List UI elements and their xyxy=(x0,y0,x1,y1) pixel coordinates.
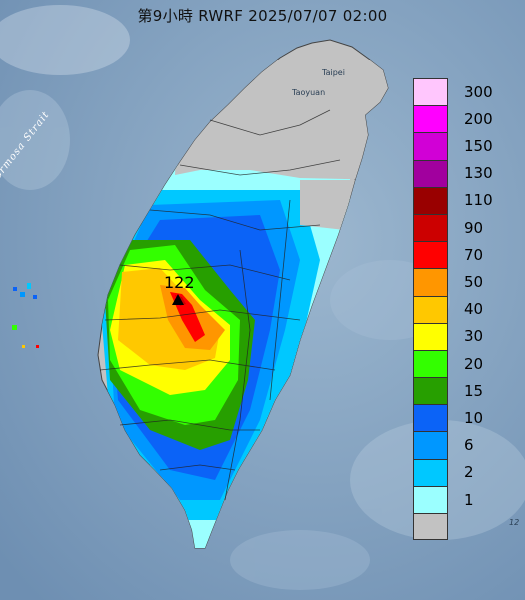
legend-label: 20 xyxy=(464,354,484,373)
legend-label: 130 xyxy=(464,164,493,183)
legend-swatch xyxy=(413,404,448,432)
legend-swatch xyxy=(413,295,448,323)
legend-swatch xyxy=(413,377,448,405)
legend-swatch xyxy=(413,485,448,513)
legend-swatch xyxy=(413,513,448,541)
legend-swatch xyxy=(413,159,448,187)
legend-swatch xyxy=(413,322,448,350)
legend-swatch xyxy=(413,241,448,269)
legend-label: 6 xyxy=(464,436,474,455)
legend-label: 40 xyxy=(464,300,484,319)
legend-label: 300 xyxy=(464,82,493,101)
legend-label: 50 xyxy=(464,273,484,291)
legend-label: 90 xyxy=(464,218,484,237)
legend-label: 200 xyxy=(464,109,493,128)
legend-swatch xyxy=(413,186,448,214)
legend-label: 15 xyxy=(464,381,484,400)
legend-swatch xyxy=(413,349,448,378)
place-label-taipei: Taipei xyxy=(322,68,345,77)
legend-label: 1 xyxy=(464,490,474,509)
legend-swatch xyxy=(413,431,448,459)
map-title: 第9小時 RWRF 2025/07/07 02:00 xyxy=(137,7,388,25)
peak-value-label: 122 xyxy=(164,273,195,292)
legend-label: 30 xyxy=(464,327,484,346)
peak-marker-icon xyxy=(172,294,184,305)
legend-swatch xyxy=(413,213,448,242)
legend-label: 2 xyxy=(464,463,474,482)
legend-label: 10 xyxy=(464,409,484,427)
legend-label: 110 xyxy=(464,191,493,210)
color-legend xyxy=(413,78,448,541)
edge-label: 12 xyxy=(509,518,520,527)
legend-label: 150 xyxy=(464,137,493,155)
legend-swatch xyxy=(413,268,448,296)
legend-swatch xyxy=(413,132,448,160)
legend-swatch xyxy=(413,78,448,106)
legend-label: 70 xyxy=(464,245,484,264)
place-label-taoyuan: Taoyuan xyxy=(292,88,326,97)
offshore-islands xyxy=(12,283,39,348)
legend-swatch xyxy=(413,458,448,486)
legend-swatch xyxy=(413,105,448,133)
boundary-lines xyxy=(99,109,341,501)
